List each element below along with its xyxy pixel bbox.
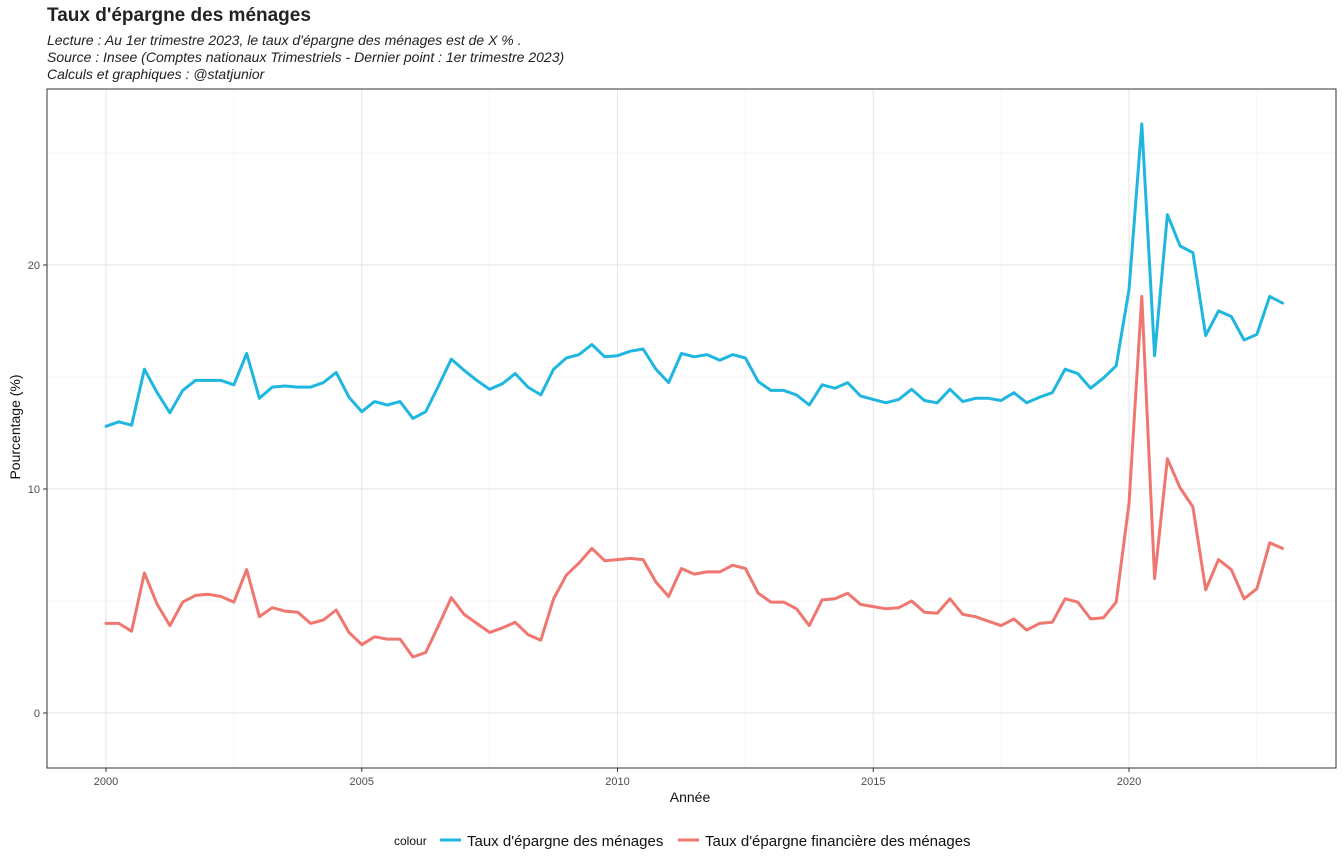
x-tick-label: 2000	[94, 776, 118, 788]
x-tick-label: 2010	[605, 776, 629, 788]
x-axis-title: Année	[670, 789, 711, 805]
y-tick-label: 10	[28, 484, 40, 496]
chart-subtitle-credits: Calculs et graphiques : @statjunior	[47, 66, 265, 82]
y-axis-title: Pourcentage (%)	[7, 374, 23, 479]
plot-panel-border	[46, 88, 1337, 769]
series-layer	[104, 122, 1284, 659]
legend: colour Taux d'épargne des ménages Taux d'é…	[394, 833, 971, 850]
chart-title: Taux d'épargne des ménages	[47, 5, 311, 26]
chart-subtitle-source: Source : Insee (Comptes nationaux Trimes…	[47, 49, 565, 65]
x-tick-label: 2020	[1117, 776, 1141, 788]
legend-label-0: Taux d'épargne des ménages	[467, 833, 663, 850]
y-tick-label: 0	[34, 708, 40, 720]
series-line-epargne-financiere	[104, 294, 1284, 659]
grid-major	[47, 89, 1336, 768]
legend-title: colour	[394, 834, 427, 848]
x-tick-label: 2005	[350, 776, 374, 788]
legend-label-1: Taux d'épargne financière des ménages	[705, 833, 971, 850]
chart-subtitle-reading: Lecture : Au 1er trimestre 2023, le taux…	[47, 32, 522, 48]
x-axis: 2000 2005 2010 2015 2020	[94, 768, 1141, 788]
series-line-epargne	[104, 122, 1284, 428]
y-tick-label: 20	[28, 260, 40, 272]
x-tick-label: 2015	[861, 776, 885, 788]
y-axis: 0 10 20	[28, 260, 47, 720]
grid-minor	[47, 89, 1336, 768]
